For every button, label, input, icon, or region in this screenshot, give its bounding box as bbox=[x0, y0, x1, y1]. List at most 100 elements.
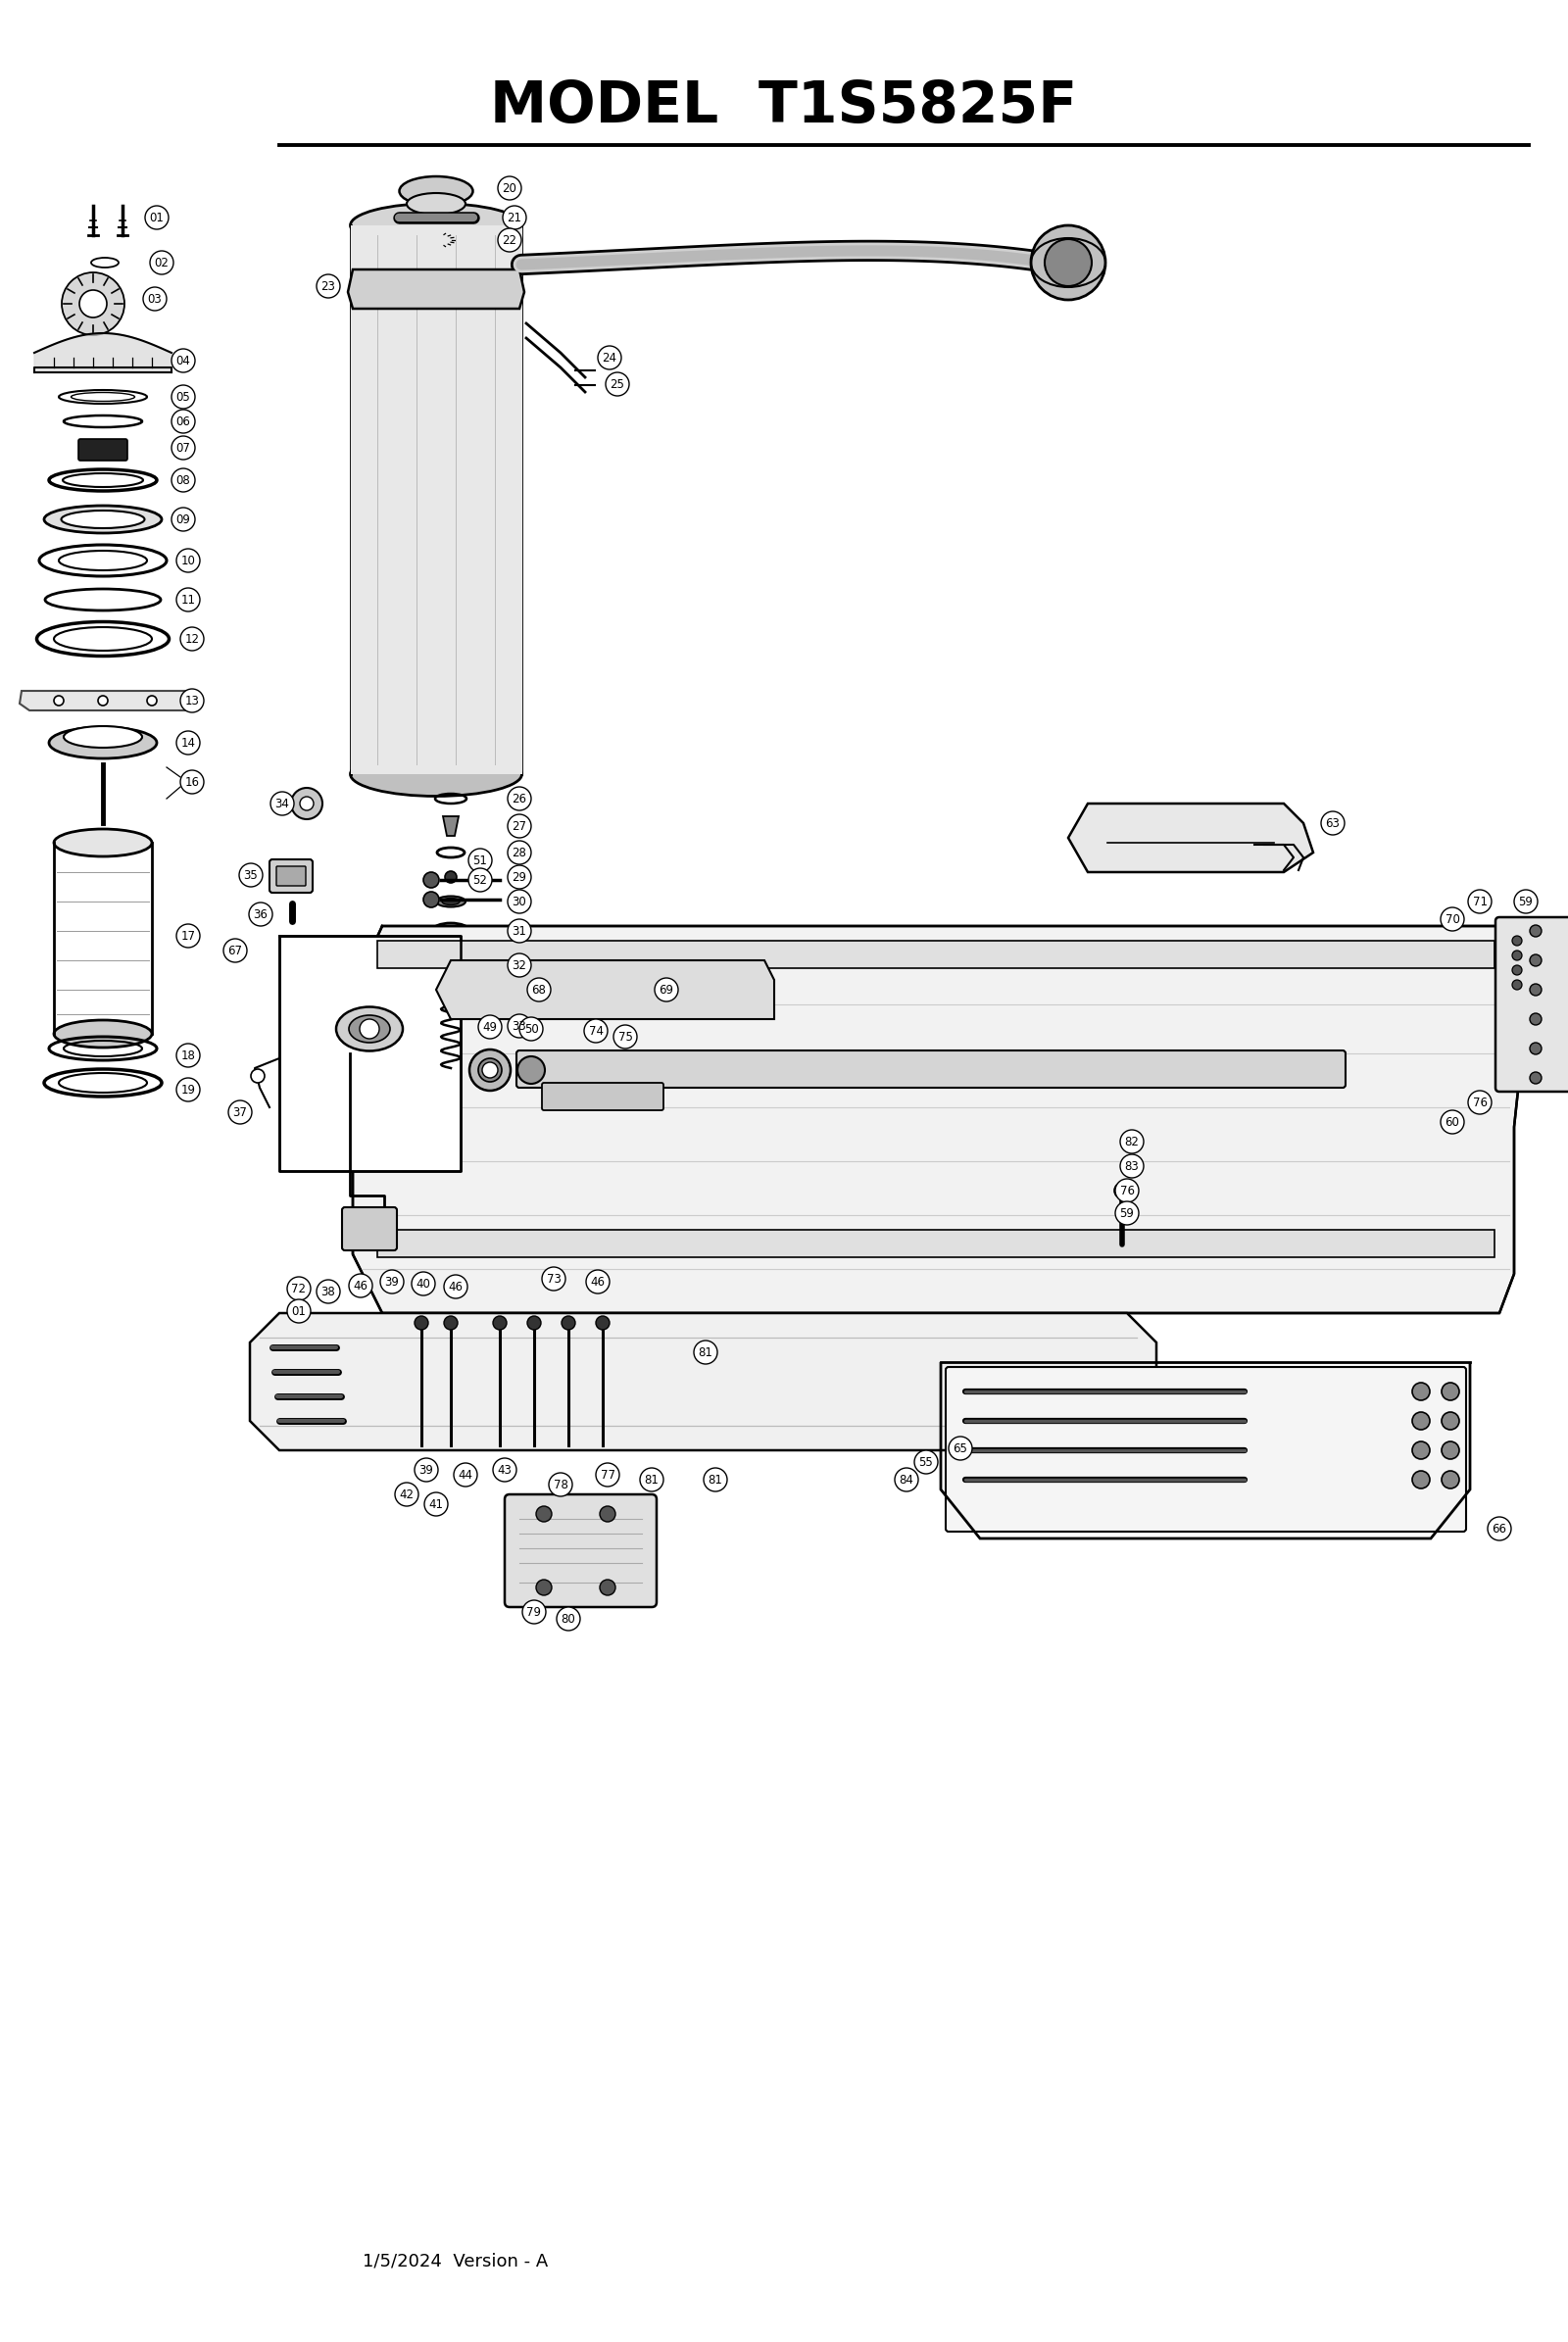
Text: 42: 42 bbox=[400, 1487, 414, 1501]
Text: 60: 60 bbox=[1446, 1115, 1460, 1129]
Text: 33: 33 bbox=[513, 1019, 527, 1033]
Text: 36: 36 bbox=[254, 909, 268, 920]
Circle shape bbox=[561, 1316, 575, 1330]
Text: 76: 76 bbox=[1472, 1096, 1486, 1108]
Text: 75: 75 bbox=[618, 1030, 632, 1042]
Circle shape bbox=[425, 1492, 448, 1515]
Circle shape bbox=[1530, 1014, 1541, 1026]
Text: 81: 81 bbox=[709, 1473, 723, 1487]
Circle shape bbox=[171, 508, 194, 532]
Text: 16: 16 bbox=[185, 775, 199, 789]
Text: 25: 25 bbox=[610, 377, 624, 391]
Text: 49: 49 bbox=[483, 1021, 497, 1033]
Text: MODEL  T1S5825F: MODEL T1S5825F bbox=[491, 77, 1077, 133]
Text: 39: 39 bbox=[384, 1276, 400, 1288]
Circle shape bbox=[171, 436, 194, 459]
Circle shape bbox=[499, 227, 521, 253]
Text: 10: 10 bbox=[180, 555, 196, 567]
Circle shape bbox=[1530, 984, 1541, 995]
Text: 66: 66 bbox=[1493, 1522, 1507, 1534]
FancyBboxPatch shape bbox=[946, 1368, 1466, 1532]
Circle shape bbox=[445, 871, 456, 883]
Circle shape bbox=[176, 1045, 201, 1068]
Circle shape bbox=[1032, 225, 1105, 300]
Polygon shape bbox=[19, 691, 196, 710]
Text: 70: 70 bbox=[1446, 913, 1460, 925]
Circle shape bbox=[176, 548, 201, 571]
Circle shape bbox=[1468, 890, 1491, 913]
Ellipse shape bbox=[417, 230, 455, 251]
Circle shape bbox=[1115, 1201, 1138, 1225]
Text: 46: 46 bbox=[591, 1276, 605, 1288]
Text: 28: 28 bbox=[513, 845, 527, 860]
Text: 63: 63 bbox=[1325, 817, 1341, 829]
Text: 08: 08 bbox=[176, 473, 190, 487]
Circle shape bbox=[238, 864, 263, 888]
Circle shape bbox=[287, 1300, 310, 1323]
Text: 52: 52 bbox=[474, 874, 488, 885]
Circle shape bbox=[147, 696, 157, 705]
Circle shape bbox=[1120, 1129, 1143, 1152]
Circle shape bbox=[469, 848, 492, 871]
Circle shape bbox=[171, 410, 194, 433]
Ellipse shape bbox=[350, 752, 522, 796]
Circle shape bbox=[1441, 1471, 1460, 1490]
Ellipse shape bbox=[478, 1059, 502, 1082]
Circle shape bbox=[596, 1316, 610, 1330]
Text: 32: 32 bbox=[513, 958, 527, 972]
Text: 82: 82 bbox=[1124, 1136, 1140, 1148]
Circle shape bbox=[292, 787, 323, 820]
Text: 03: 03 bbox=[147, 293, 162, 304]
Circle shape bbox=[143, 288, 166, 311]
Circle shape bbox=[1530, 1073, 1541, 1084]
Text: 59: 59 bbox=[1518, 895, 1534, 909]
Text: 30: 30 bbox=[513, 895, 527, 909]
Circle shape bbox=[249, 902, 273, 925]
Circle shape bbox=[1413, 1471, 1430, 1490]
Ellipse shape bbox=[53, 829, 152, 857]
Circle shape bbox=[543, 1267, 566, 1290]
Circle shape bbox=[80, 290, 107, 319]
Text: 51: 51 bbox=[474, 855, 488, 867]
Circle shape bbox=[176, 588, 201, 611]
Circle shape bbox=[53, 696, 64, 705]
Circle shape bbox=[180, 628, 204, 651]
Circle shape bbox=[483, 1063, 499, 1077]
Polygon shape bbox=[1068, 803, 1314, 871]
FancyBboxPatch shape bbox=[351, 225, 522, 775]
Circle shape bbox=[895, 1468, 919, 1492]
Circle shape bbox=[597, 347, 621, 370]
FancyBboxPatch shape bbox=[378, 941, 1494, 967]
Text: 79: 79 bbox=[527, 1607, 541, 1618]
Text: 04: 04 bbox=[176, 354, 191, 368]
Text: 34: 34 bbox=[274, 796, 290, 810]
Circle shape bbox=[527, 979, 550, 1002]
Circle shape bbox=[536, 1506, 552, 1522]
FancyBboxPatch shape bbox=[543, 1082, 663, 1110]
Ellipse shape bbox=[433, 923, 469, 939]
Text: 13: 13 bbox=[185, 693, 199, 707]
Text: 81: 81 bbox=[698, 1347, 713, 1358]
Text: 37: 37 bbox=[232, 1105, 248, 1119]
Circle shape bbox=[522, 1600, 546, 1623]
Circle shape bbox=[492, 1459, 516, 1482]
FancyBboxPatch shape bbox=[78, 438, 127, 461]
Circle shape bbox=[144, 206, 169, 230]
Circle shape bbox=[61, 272, 124, 335]
Text: 83: 83 bbox=[1124, 1159, 1138, 1173]
Circle shape bbox=[508, 890, 532, 913]
Polygon shape bbox=[436, 960, 775, 1019]
Circle shape bbox=[1320, 810, 1345, 834]
Ellipse shape bbox=[53, 1021, 152, 1047]
Ellipse shape bbox=[442, 897, 459, 904]
Circle shape bbox=[508, 918, 532, 944]
Circle shape bbox=[444, 1316, 458, 1330]
Circle shape bbox=[949, 1436, 972, 1459]
Circle shape bbox=[395, 1482, 419, 1506]
Circle shape bbox=[1120, 1155, 1143, 1178]
Circle shape bbox=[287, 1276, 310, 1300]
Ellipse shape bbox=[49, 726, 157, 759]
Circle shape bbox=[503, 206, 527, 230]
Circle shape bbox=[1488, 1518, 1512, 1541]
Circle shape bbox=[1468, 1091, 1491, 1115]
